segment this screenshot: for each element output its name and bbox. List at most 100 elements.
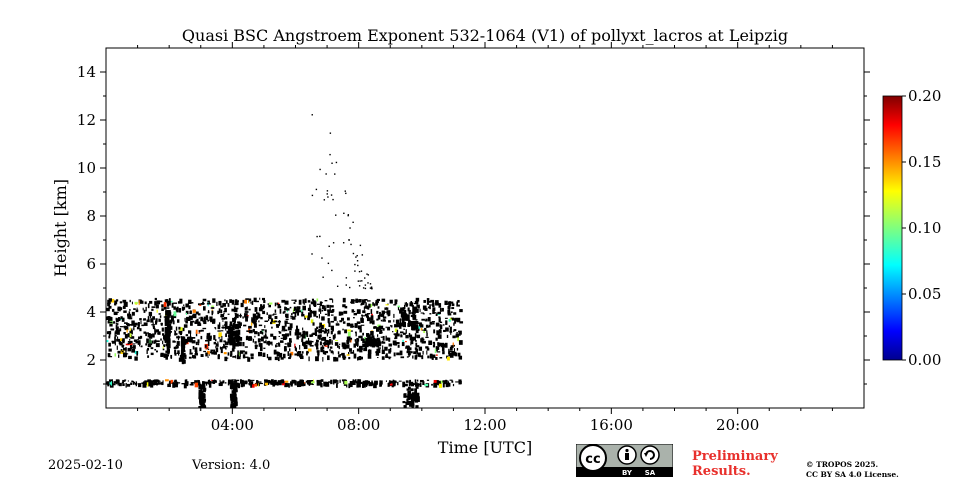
data-cell bbox=[171, 302, 174, 308]
data-cell bbox=[377, 324, 381, 327]
data-cell bbox=[371, 341, 375, 348]
data-cell bbox=[303, 382, 306, 384]
data-cell bbox=[155, 305, 158, 309]
data-cell bbox=[339, 320, 343, 323]
data-cell bbox=[108, 321, 113, 324]
data-cell bbox=[220, 315, 223, 317]
data-point bbox=[350, 243, 352, 246]
data-cell bbox=[342, 328, 344, 331]
colorbar-tick-label: 0.20 bbox=[908, 87, 941, 105]
data-cell bbox=[407, 386, 411, 390]
data-cell bbox=[142, 381, 145, 384]
data-cell bbox=[305, 331, 309, 336]
data-point bbox=[369, 287, 372, 289]
data-cell bbox=[264, 329, 267, 333]
data-cell bbox=[199, 400, 203, 404]
data-cell bbox=[346, 354, 350, 356]
data-point bbox=[347, 214, 349, 217]
data-cell bbox=[260, 336, 264, 342]
data-cell bbox=[154, 301, 157, 306]
data-cell bbox=[379, 380, 383, 385]
data-cell bbox=[406, 388, 410, 391]
data-cell bbox=[129, 308, 131, 311]
date-label: 2025-02-10 bbox=[48, 458, 123, 473]
data-cell bbox=[259, 338, 262, 341]
data-cell bbox=[279, 340, 284, 343]
data-cell bbox=[323, 330, 326, 334]
data-cell bbox=[344, 329, 348, 334]
data-cell bbox=[319, 301, 322, 307]
data-cell bbox=[380, 331, 383, 334]
data-cell bbox=[142, 319, 146, 321]
data-cell bbox=[448, 350, 451, 354]
y-tick-label: 6 bbox=[86, 255, 96, 273]
data-cell bbox=[436, 330, 440, 336]
data-cell bbox=[244, 346, 248, 348]
cc-by-sa-badge[interactable]: cc BY SA bbox=[576, 444, 673, 477]
data-cell bbox=[424, 383, 429, 387]
data-cell bbox=[449, 346, 453, 351]
data-cell bbox=[322, 330, 324, 333]
data-cell bbox=[110, 381, 112, 386]
data-cell bbox=[274, 309, 277, 313]
data-cell bbox=[147, 303, 150, 309]
data-cell bbox=[176, 382, 178, 385]
data-cell bbox=[285, 349, 287, 351]
data-cell bbox=[231, 379, 233, 385]
data-cell bbox=[320, 325, 324, 330]
data-cell bbox=[445, 382, 449, 388]
data-cell bbox=[241, 382, 245, 387]
data-cell bbox=[367, 317, 371, 320]
data-cell bbox=[200, 354, 204, 358]
data-cell bbox=[458, 340, 463, 345]
data-cell bbox=[128, 333, 132, 338]
data-cell bbox=[357, 325, 362, 330]
data-cell bbox=[402, 307, 405, 312]
data-cell bbox=[146, 382, 149, 387]
data-cell bbox=[395, 333, 400, 337]
data-cell bbox=[382, 335, 385, 341]
data-cell bbox=[285, 318, 289, 321]
data-cell bbox=[168, 320, 173, 324]
data-cell bbox=[287, 322, 290, 324]
data-cell bbox=[400, 311, 405, 318]
data-cell bbox=[433, 329, 436, 334]
data-cell bbox=[448, 319, 451, 322]
data-cell bbox=[217, 354, 220, 360]
data-cell bbox=[397, 381, 399, 386]
data-point bbox=[327, 196, 329, 198]
data-cell bbox=[317, 354, 320, 357]
data-cell bbox=[384, 346, 388, 351]
data-cell bbox=[202, 306, 206, 311]
data-cell bbox=[382, 345, 384, 350]
data-cell bbox=[307, 312, 312, 318]
data-cell bbox=[389, 314, 391, 316]
data-cell bbox=[108, 305, 112, 309]
data-cell bbox=[339, 343, 341, 346]
data-cell bbox=[129, 341, 132, 344]
data-cell bbox=[408, 309, 411, 315]
data-cell bbox=[131, 328, 133, 332]
data-cell bbox=[181, 383, 185, 385]
data-cell bbox=[432, 341, 436, 344]
data-cell bbox=[107, 353, 111, 357]
data-cell bbox=[292, 311, 296, 314]
data-cell bbox=[402, 307, 406, 310]
data-cell bbox=[168, 298, 171, 301]
data-cell bbox=[401, 322, 406, 327]
data-point bbox=[311, 114, 313, 116]
data-cell bbox=[166, 347, 169, 352]
data-cell bbox=[402, 339, 404, 344]
data-cell bbox=[458, 379, 460, 382]
data-cell bbox=[406, 346, 410, 351]
data-cell bbox=[237, 383, 240, 389]
data-point bbox=[327, 262, 330, 265]
data-point bbox=[329, 153, 331, 156]
data-cell bbox=[230, 395, 233, 402]
data-cell bbox=[348, 348, 352, 352]
data-cell bbox=[133, 325, 137, 328]
data-cell bbox=[306, 335, 309, 338]
data-cell bbox=[166, 310, 171, 314]
data-cell bbox=[224, 341, 227, 346]
data-cell bbox=[426, 330, 428, 333]
